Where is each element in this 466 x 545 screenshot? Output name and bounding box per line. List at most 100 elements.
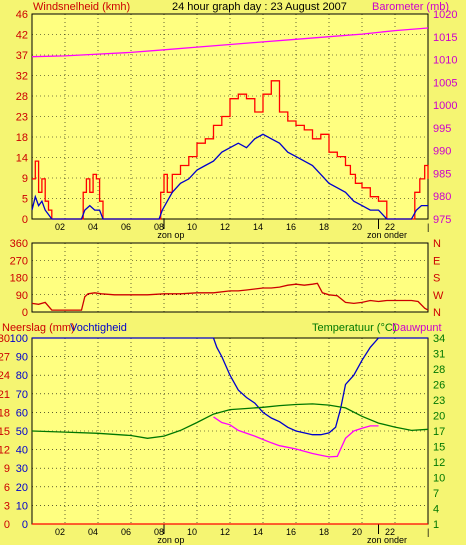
direction-tick-label: 270 [10,255,28,267]
direction-tick-label: 180 [10,273,28,285]
time-tick-label: 18 [319,222,329,232]
time-tick-label: 16 [286,222,296,232]
direction-panel [31,242,429,313]
time-tick-label: 16 [286,527,296,537]
temperature-tick-label: 34 [433,333,445,345]
wind-tick-label: 23 [16,112,28,124]
dewpoint-line [213,416,379,458]
temperature-tick-label: 12 [433,457,445,469]
wind-tick-label: 18 [16,132,28,144]
rain-tick-label: 0 [4,519,10,531]
time-tick-label: 02 [55,527,65,537]
time-tick-label: 10 [187,527,197,537]
temperature-tick-label: 7 [433,488,439,500]
wind-average-line [31,133,428,220]
time-tick-label: 22 [385,222,395,232]
time-tick-label: 20 [352,222,362,232]
time-tick-label: 04 [88,222,98,232]
compass-tick-label: E [433,255,440,267]
rain-tick-label: 15 [0,426,10,438]
barometer-tick-label: 1020 [433,9,457,21]
humidity-tick-label: 70 [16,389,28,401]
temperature-tick-label: 10 [433,473,445,485]
rain-tick-label: 27 [0,352,10,364]
time-tick-label: 20 [352,527,362,537]
barometer-tick-label: 995 [433,123,451,135]
time-tick-label: 22 [385,527,395,537]
wind-tick-label: 14 [16,153,28,165]
humidity-tick-label: 10 [16,500,28,512]
barometer-tick-label: 990 [433,146,451,158]
wind-tick-label: 32 [16,71,28,83]
rain-tick-label: 9 [4,463,10,475]
humidity-tick-label: 60 [16,407,28,419]
barometer-tick-label: 985 [433,168,451,180]
wind-tick-label: 42 [16,30,28,42]
humidity-tick-label: 80 [16,370,28,382]
compass-tick-label: W [433,290,444,302]
dewpoint-axis-label: Dauwpunt [392,322,442,334]
temperature-line [31,403,429,439]
rain-tick-label: 24 [0,370,10,382]
temperature-tick-label: 1 [433,519,439,531]
humidity-tick-label: 40 [16,445,28,457]
humidity-tick-label: 30 [16,463,28,475]
rain-tick-label: 30 [0,333,10,345]
rain-tick-label: 6 [4,482,10,494]
wind-tick-label: 28 [16,91,28,103]
humidity-tick-label: 100 [10,333,28,345]
temperature-tick-label: 17 [433,426,445,438]
sunset-label: zon onder [367,230,407,240]
humidity-line [32,337,428,436]
wind-tick-label: 0 [22,214,28,226]
wind-axis-label: Windsnelheid (kmh) [33,1,130,13]
time-tick-label: 18 [319,527,329,537]
temperature-tick-label: 20 [433,411,445,423]
sunrise-label: zon op [157,230,184,240]
barometer-tick-label: 1005 [433,77,457,89]
wind-tick-label: 37 [16,50,28,62]
time-tick-label: 12 [220,222,230,232]
time-tick-label: | [427,222,429,232]
barometer-axis-label: Barometer (mb) [372,1,449,13]
humidity-tick-label: 90 [16,352,28,364]
temperature-axis-label: Temperatuur (°C) [312,322,396,334]
time-tick-label: 08 [154,527,164,537]
humidity-tick-label: 20 [16,482,28,494]
humidity-axis-label: Vochtigheid [70,322,127,334]
wind-direction-line [31,282,429,311]
direction-tick-label: 360 [10,238,28,250]
barometer-line [31,27,429,58]
rain-tick-label: 12 [0,445,10,457]
time-tick-label: 02 [55,222,65,232]
temperature-tick-label: 23 [433,395,445,407]
compass-tick-label: N [433,238,441,250]
time-tick-label: 12 [220,527,230,537]
time-tick-label: 06 [121,222,131,232]
barometer-tick-label: 1015 [433,32,457,44]
time-tick-label: 08 [154,222,164,232]
rain-tick-label: 3 [4,500,10,512]
chart-title: 24 hour graph day : 23 August 2007 [172,1,347,13]
compass-tick-label: N [433,307,441,319]
wind-tick-label: 5 [22,194,28,206]
rain-axis-label: Neerslag (mm) [2,322,75,334]
wind-tick-label: 9 [22,173,28,185]
direction-tick-label: 0 [22,307,28,319]
time-tick-label: 14 [253,527,263,537]
temperature-tick-label: 4 [433,504,439,516]
direction-tick-label: 90 [16,290,28,302]
barometer-tick-label: 1010 [433,55,457,67]
temperature-tick-label: 31 [433,349,445,361]
humidity-tick-label: 0 [22,519,28,531]
wind-gust-line [32,80,429,220]
rain-tick-label: 21 [0,389,10,401]
compass-tick-label: S [433,273,440,285]
barometer-tick-label: 980 [433,191,451,203]
temperature-tick-label: 15 [433,442,445,454]
time-tick-label: 06 [121,527,131,537]
temperature-tick-label: 28 [433,364,445,376]
barometer-tick-label: 1000 [433,100,457,112]
humidity-tick-label: 50 [16,426,28,438]
